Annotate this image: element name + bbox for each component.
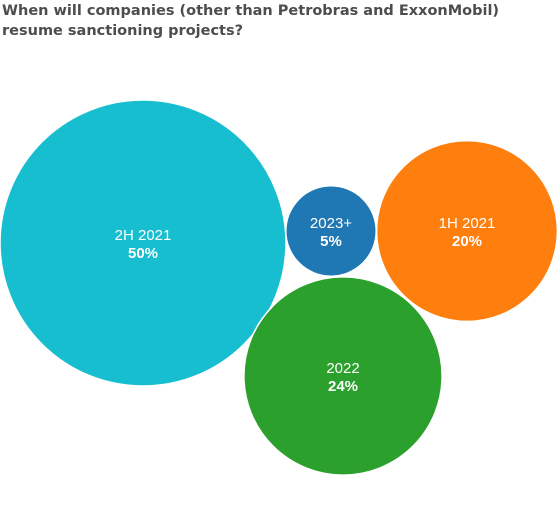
chart-title: When will companies (other than Petrobra… [2, 3, 500, 39]
bubble-circle-1h-2021[interactable] [375, 139, 558, 323]
bubble-value-2023: 5% [320, 233, 342, 250]
bubble-circle-2h-2021[interactable] [0, 99, 287, 387]
bubble-value-1h-2021: 20% [452, 233, 482, 250]
bubble-label-2023: 2023+ [310, 215, 352, 232]
bubble-circle-2022[interactable] [243, 276, 443, 476]
bubble-label-2022: 2022 [326, 360, 359, 377]
bubble-2023[interactable]: 2023+5% [285, 185, 377, 277]
bubble-label-2h-2021: 2H 2021 [115, 227, 172, 244]
bubble-label-1h-2021: 1H 2021 [439, 215, 496, 232]
bubble-value-2h-2021: 50% [128, 245, 158, 262]
bubble-value-2022: 24% [328, 378, 358, 395]
